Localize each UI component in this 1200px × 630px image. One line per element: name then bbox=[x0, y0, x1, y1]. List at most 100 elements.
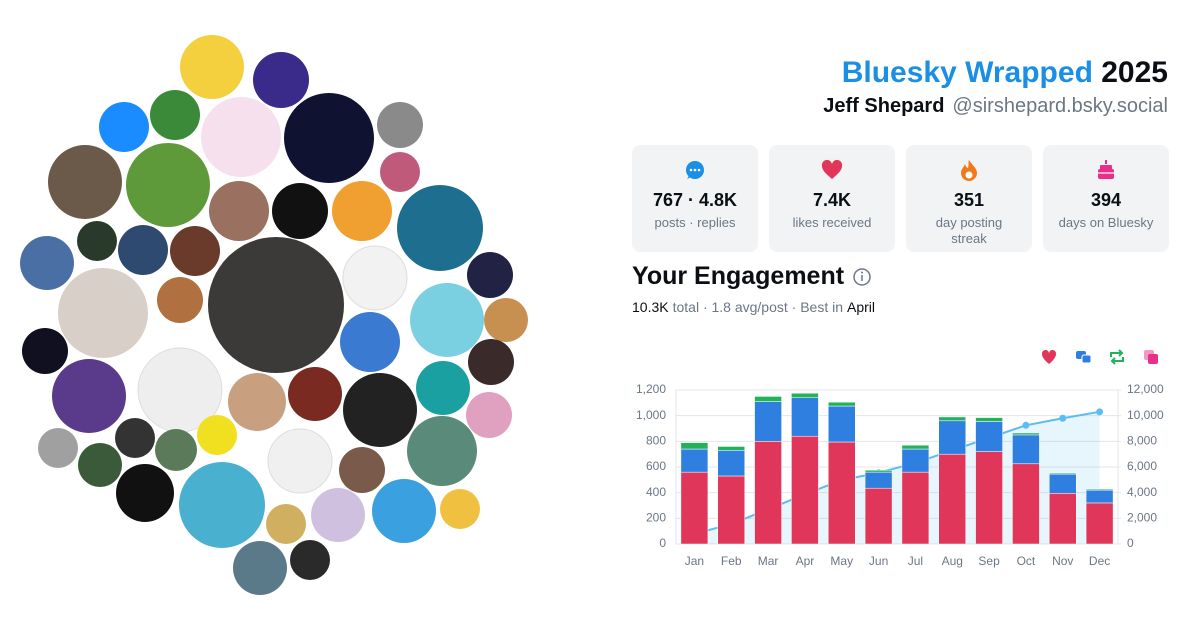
avatar[interactable] bbox=[468, 339, 514, 385]
avatar[interactable] bbox=[339, 447, 385, 493]
bar-segment bbox=[680, 471, 709, 545]
avatar[interactable] bbox=[266, 504, 306, 544]
legend-item[interactable] bbox=[1076, 351, 1092, 364]
avatar[interactable] bbox=[233, 541, 287, 595]
bar-segment bbox=[754, 401, 782, 442]
y2-tick-label: 6,000 bbox=[1127, 459, 1157, 473]
avatar[interactable] bbox=[209, 181, 269, 241]
avatar[interactable] bbox=[228, 373, 286, 431]
line-point bbox=[1022, 421, 1030, 429]
avatar[interactable] bbox=[179, 462, 265, 548]
bar-segment bbox=[791, 397, 819, 437]
avatar[interactable] bbox=[342, 245, 408, 311]
avatar[interactable] bbox=[126, 143, 210, 227]
avatar[interactable] bbox=[115, 418, 155, 458]
display-name: Jeff Shepard bbox=[823, 95, 945, 117]
summary: 10.3K total · 1.8 avg/post · Best in April bbox=[632, 299, 875, 315]
bar-segment bbox=[901, 471, 930, 545]
avatar[interactable] bbox=[197, 415, 237, 455]
avatar[interactable] bbox=[77, 221, 117, 261]
avatar[interactable] bbox=[208, 237, 344, 373]
y-tick-label: 200 bbox=[646, 511, 666, 525]
avatar[interactable] bbox=[407, 416, 477, 486]
avatar[interactable] bbox=[272, 183, 328, 239]
stat-card: 767 · 4.8K posts · replies bbox=[632, 145, 758, 252]
avatar[interactable] bbox=[466, 392, 512, 438]
avatar[interactable] bbox=[467, 252, 513, 298]
summary-text: total · 1.8 avg/post · Best in bbox=[672, 299, 844, 315]
avatar[interactable] bbox=[288, 367, 342, 421]
avatar[interactable] bbox=[440, 489, 480, 529]
avatar[interactable] bbox=[52, 359, 126, 433]
line-point bbox=[1059, 414, 1067, 422]
bar-segment bbox=[1049, 472, 1077, 475]
avatar[interactable] bbox=[484, 298, 528, 342]
bar-segment bbox=[1012, 432, 1040, 436]
stat-icon bbox=[821, 159, 843, 179]
avatar[interactable] bbox=[155, 429, 197, 471]
legend-item[interactable] bbox=[1144, 350, 1158, 364]
legend-item[interactable] bbox=[1041, 349, 1057, 364]
x-tick-label: Oct bbox=[1017, 554, 1036, 568]
avatar[interactable] bbox=[377, 102, 423, 148]
avatar[interactable] bbox=[416, 361, 470, 415]
avatar[interactable] bbox=[380, 152, 420, 192]
bar-segment bbox=[901, 444, 930, 450]
handle[interactable]: @sirshepard.bsky.social bbox=[952, 95, 1168, 117]
avatar[interactable] bbox=[38, 428, 78, 468]
profile: Jeff Shepard @sirshepard.bsky.social bbox=[823, 95, 1168, 118]
bar-segment bbox=[754, 441, 782, 545]
stat-label: posts · replies bbox=[654, 215, 736, 230]
best-month: April bbox=[847, 299, 876, 315]
avatar[interactable] bbox=[332, 181, 392, 241]
bar-segment bbox=[828, 405, 856, 443]
y2-tick-label: 0 bbox=[1127, 536, 1134, 550]
total: 10.3K bbox=[632, 299, 669, 315]
bar-segment bbox=[938, 416, 966, 422]
bar-segment bbox=[680, 448, 709, 473]
avatar[interactable] bbox=[372, 479, 436, 543]
avatar[interactable] bbox=[99, 102, 149, 152]
x-tick-label: Jun bbox=[869, 554, 888, 568]
avatar[interactable] bbox=[343, 373, 417, 447]
avatar[interactable] bbox=[157, 277, 203, 323]
avatar[interactable] bbox=[116, 464, 174, 522]
stat-icon bbox=[686, 161, 704, 179]
bar-segment bbox=[717, 450, 745, 477]
avatar[interactable] bbox=[284, 93, 374, 183]
bar-segment bbox=[864, 469, 893, 473]
stat-value: 7.4K bbox=[812, 190, 852, 210]
legend-item[interactable] bbox=[1110, 349, 1124, 365]
avatar[interactable] bbox=[410, 283, 484, 357]
bar-segment bbox=[975, 421, 1003, 452]
bar-segment bbox=[791, 435, 819, 545]
bar-segment bbox=[1012, 434, 1040, 465]
info-icon[interactable] bbox=[853, 268, 871, 286]
avatar[interactable] bbox=[22, 328, 68, 374]
avatar[interactable] bbox=[311, 488, 365, 542]
avatar[interactable] bbox=[58, 268, 148, 358]
avatar[interactable] bbox=[253, 52, 309, 108]
avatar[interactable] bbox=[267, 428, 333, 494]
bar-segment bbox=[791, 392, 819, 398]
stat-label: likes received bbox=[792, 215, 872, 230]
avatar[interactable] bbox=[340, 312, 400, 372]
avatar[interactable] bbox=[170, 226, 220, 276]
avatar[interactable] bbox=[150, 90, 200, 140]
avatar[interactable] bbox=[201, 97, 281, 177]
bar-segment bbox=[717, 475, 745, 545]
stat-card: 394 days on Bluesky bbox=[1043, 145, 1169, 252]
avatar[interactable] bbox=[20, 236, 74, 290]
avatar[interactable] bbox=[180, 35, 244, 99]
bar-segment bbox=[901, 448, 930, 473]
stat-value: 351 bbox=[953, 190, 985, 210]
avatar[interactable] bbox=[78, 443, 122, 487]
y-tick-label: 1,000 bbox=[636, 408, 666, 422]
y-tick-label: 600 bbox=[646, 459, 666, 473]
avatar[interactable] bbox=[397, 185, 483, 271]
avatar[interactable] bbox=[48, 145, 122, 219]
avatar[interactable] bbox=[290, 540, 330, 580]
bar-segment bbox=[828, 401, 856, 407]
avatar[interactable] bbox=[118, 225, 168, 275]
